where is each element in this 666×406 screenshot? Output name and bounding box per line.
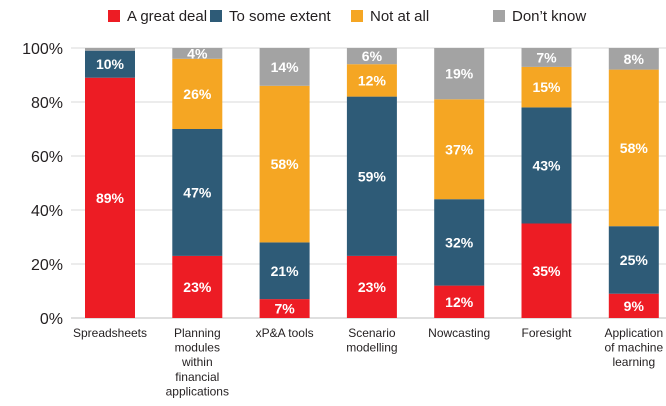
data-label: 9%	[624, 298, 645, 314]
bar-segment-to-some-extent	[608, 226, 659, 294]
y-tick-label: 20%	[31, 257, 63, 274]
bar-segment-to-some-extent	[434, 199, 485, 286]
bar-segment-to-some-extent	[346, 96, 397, 256]
data-label: 32%	[445, 234, 474, 250]
bar-segment-to-some-extent	[521, 107, 572, 224]
data-label: 47%	[183, 184, 212, 200]
x-tick-label-line: Spreadsheets	[73, 326, 147, 340]
y-tick-label: 0%	[40, 311, 63, 328]
data-label: 4%	[187, 45, 208, 61]
bar-segment-don-t-know	[434, 48, 485, 100]
x-tick-label-line: Foresight	[521, 326, 572, 340]
bar-segment-don-t-know	[608, 48, 659, 70]
data-label: 35%	[532, 263, 561, 279]
x-tick-label-line: Scenario	[348, 326, 396, 340]
bar-segment-not-at-all	[521, 66, 572, 108]
x-tick-label-line: Planning	[174, 326, 221, 340]
data-label: 8%	[624, 51, 645, 67]
legend-swatch-to-some-extent	[210, 10, 222, 22]
bar-segment-don-t-know	[259, 48, 310, 86]
bar-segment-not-at-all	[172, 58, 223, 129]
x-tick-label-line: of machine	[604, 341, 663, 355]
data-label: 10%	[96, 56, 125, 72]
x-tick-label-line: applications	[166, 384, 229, 398]
data-label: 89%	[96, 190, 125, 206]
legend-swatch-don-t-know	[493, 10, 505, 22]
data-label: 58%	[271, 156, 300, 172]
data-label: 6%	[362, 48, 383, 64]
y-tick-label: 60%	[31, 149, 63, 166]
x-tick-label: Foresight	[521, 326, 572, 340]
x-tick-label-line: learning	[612, 355, 655, 369]
bar-segment-not-at-all	[434, 99, 485, 200]
data-label: 37%	[445, 141, 474, 157]
y-axis: 0% 20% 40% 60% 80% 100%	[22, 41, 63, 328]
x-axis: Spreadsheets Planning modules within financi…	[73, 326, 664, 398]
x-tick-label-line: financial	[175, 370, 219, 384]
bar-segment-a-great-deal	[172, 255, 223, 318]
data-label: 43%	[532, 157, 561, 173]
legend-swatch-not-at-all	[351, 10, 363, 22]
bar-segment-not-at-all	[346, 64, 397, 97]
x-tick-label: Nowcasting	[428, 326, 490, 340]
x-tick-label: xP&A tools	[256, 326, 314, 340]
bar-segment-a-great-deal	[608, 293, 659, 318]
bar-segment-a-great-deal	[259, 299, 310, 318]
bar-segment-not-at-all	[259, 85, 310, 243]
data-label: 21%	[271, 263, 300, 279]
x-tick-label-line: Nowcasting	[428, 326, 490, 340]
x-tick-label: Scenario modelling	[346, 326, 397, 355]
data-label: 14%	[271, 59, 300, 75]
data-label: 25%	[620, 252, 649, 268]
data-label: 7%	[536, 49, 557, 65]
data-label: 23%	[183, 279, 212, 295]
legend-label-don-t-know: Don’t know	[512, 8, 586, 25]
bar-segment-don-t-know	[85, 48, 135, 51]
legend: A great deal To some extent Not at all Don’…	[108, 8, 586, 25]
data-label: 23%	[358, 279, 387, 295]
bar-segment-don-t-know	[521, 48, 572, 67]
y-tick-label: 80%	[31, 95, 63, 112]
legend-label-to-some-extent: To some extent	[229, 8, 332, 25]
data-label: 26%	[183, 86, 212, 102]
x-tick-label: Planning modules within financial applicatio…	[166, 326, 229, 398]
bar-segment-don-t-know	[346, 48, 397, 65]
data-label: 12%	[358, 72, 387, 88]
x-tick-label-line: within	[181, 355, 213, 369]
data-label: 12%	[445, 294, 474, 310]
data-label: 7%	[274, 301, 295, 317]
data-label: 59%	[358, 168, 387, 184]
legend-label-a-great-deal: A great deal	[127, 8, 207, 25]
bar-segment-a-great-deal	[434, 285, 485, 318]
x-tick-label-line: modules	[175, 341, 220, 355]
x-tick-label: Application of machine learning	[604, 326, 663, 369]
bar-segment-a-great-deal	[346, 255, 397, 318]
x-tick-label-line: Application	[604, 326, 663, 340]
bar-segment-to-some-extent	[259, 242, 310, 300]
bar-segment-don-t-know	[172, 48, 223, 59]
x-tick-label-line: modelling	[346, 341, 397, 355]
bar-segment-a-great-deal	[521, 223, 572, 318]
data-label: 19%	[445, 66, 474, 82]
data-label: 58%	[620, 140, 649, 156]
legend-swatch-a-great-deal	[108, 10, 120, 22]
y-tick-label: 40%	[31, 203, 63, 220]
bar-segment-to-some-extent	[172, 129, 223, 256]
bar-segment-to-some-extent	[85, 50, 135, 78]
bar-segment-not-at-all	[608, 69, 659, 227]
bar-segment-a-great-deal	[85, 77, 135, 318]
bars: 89% 10% 23% 47% 26% 4% 7% 21% 58% 14% 23% 59% 12% 6% 1…	[85, 45, 659, 318]
x-tick-label: Spreadsheets	[73, 326, 147, 340]
legend-label-not-at-all: Not at all	[370, 8, 429, 25]
y-tick-label: 100%	[22, 41, 63, 58]
x-tick-label-line: xP&A tools	[256, 326, 314, 340]
data-label: 15%	[532, 79, 561, 95]
